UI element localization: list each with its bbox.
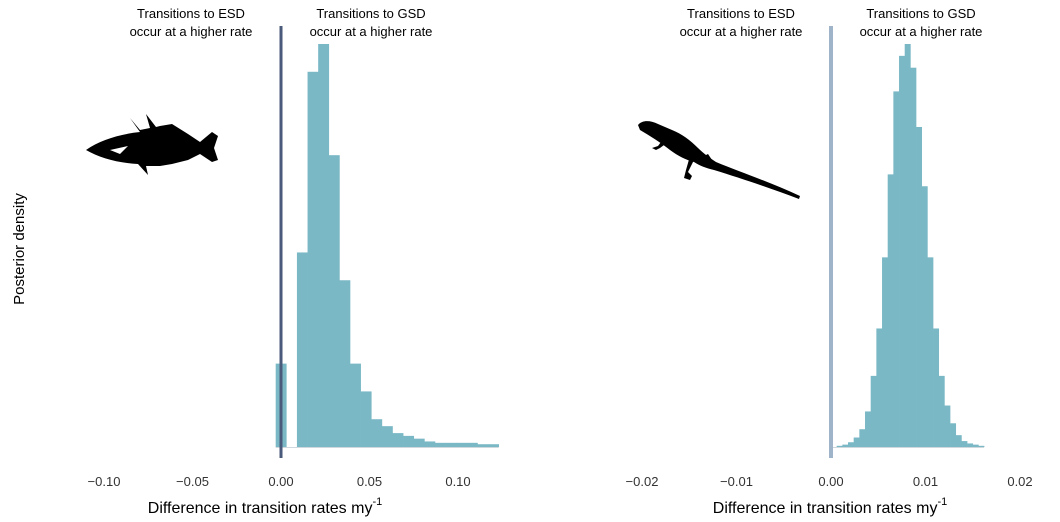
histogram-bar — [318, 44, 330, 447]
histogram-bar — [972, 444, 979, 447]
histogram-bar — [424, 441, 436, 447]
x-tick-label: −0.05 — [176, 474, 209, 489]
histogram-bar — [434, 442, 446, 447]
x-tick-label: −0.02 — [626, 474, 659, 489]
histogram-bar — [307, 71, 319, 447]
histogram-bar — [944, 405, 951, 447]
annotation-gsd: occur at a higher rate — [860, 24, 983, 39]
histogram-bar — [371, 419, 383, 447]
histogram-bar — [381, 426, 393, 447]
histogram-bar — [904, 44, 911, 447]
fish-silhouette-icon — [86, 114, 218, 175]
annotation-esd: Transitions to ESD — [137, 6, 245, 21]
annotation-gsd: Transitions to GSD — [316, 6, 425, 21]
x-tick-label: 0.00 — [268, 474, 293, 489]
histogram-bar — [456, 442, 468, 447]
histogram-bar — [950, 423, 957, 447]
histogram-bar — [339, 280, 351, 447]
histogram-bar — [392, 433, 404, 447]
histogram-bar — [403, 435, 415, 447]
histogram-bar — [876, 328, 883, 447]
x-tick-label: 0.05 — [357, 474, 382, 489]
histogram-bar — [961, 441, 968, 447]
histogram-bar — [445, 442, 457, 447]
histogram-bar — [360, 391, 372, 447]
histogram-bar — [882, 257, 888, 447]
annotation-gsd: occur at a higher rate — [310, 24, 433, 39]
histogram-bar — [836, 445, 843, 447]
x-tick-label: −0.01 — [720, 474, 753, 489]
x-axis-label-left: Difference in transition rates my-1 — [148, 496, 382, 517]
panel-stickleback: −0.10 −0.05 0.00 0.05 0.10 Transitions to ESD… — [88, 6, 500, 489]
histogram-bar — [893, 91, 900, 447]
panel-anole: −0.02 −0.01 0.00 0.01 0.02 Transitions to ESD… — [626, 6, 1033, 489]
x-tick-label: 0.01 — [913, 474, 938, 489]
histogram-bar — [916, 126, 923, 447]
histogram-bar — [887, 174, 894, 447]
histogram-bar — [842, 444, 849, 447]
histogram-bar — [488, 444, 500, 447]
histogram-bar — [848, 442, 854, 447]
histogram-bar — [859, 429, 866, 447]
histogram-bar — [413, 438, 425, 447]
histogram-bar — [899, 55, 906, 447]
histogram-bar — [938, 375, 945, 447]
lizard-silhouette-icon — [638, 121, 800, 199]
x-axis-label-right: Difference in transition rates my-1 — [713, 496, 947, 517]
histogram-bar — [350, 363, 361, 447]
annotation-esd: occur at a higher rate — [680, 24, 803, 39]
x-tick-label: 0.10 — [445, 474, 470, 489]
x-tick-label: −0.10 — [88, 474, 121, 489]
histogram-bar — [328, 155, 340, 448]
histogram-bar — [955, 435, 962, 447]
y-axis-label: Posterior density — [11, 193, 28, 305]
histogram-bar — [296, 252, 308, 447]
histogram-bar — [910, 67, 917, 448]
histogram-bar — [466, 442, 478, 447]
histogram-bar — [853, 437, 860, 447]
annotation-gsd: Transitions to GSD — [866, 6, 975, 21]
histogram-bar — [933, 328, 940, 447]
annotation-esd: Transitions to ESD — [687, 6, 795, 21]
histogram-bar — [870, 375, 877, 447]
x-tick-label: 0.02 — [1007, 474, 1032, 489]
histogram-bar — [967, 443, 974, 447]
histogram-bar — [927, 257, 934, 447]
histogram-bar — [865, 411, 871, 447]
histogram-bar — [978, 445, 985, 447]
x-tick-label: 0.00 — [818, 474, 843, 489]
histogram-bar — [477, 444, 489, 447]
histogram-bar — [921, 186, 928, 448]
annotation-esd: occur at a higher rate — [130, 24, 253, 39]
